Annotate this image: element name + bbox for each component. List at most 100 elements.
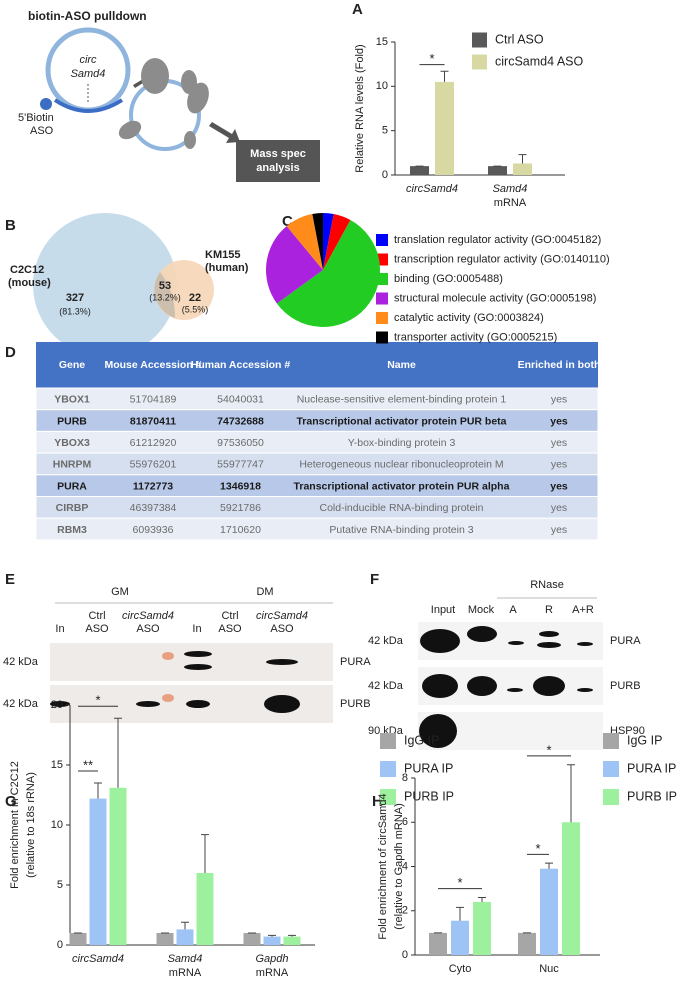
schematic-title: biotin-ASO pulldown: [28, 9, 147, 23]
legend-label: circSamd4 ASO: [495, 54, 584, 68]
blot-band: [186, 700, 210, 708]
bar: [435, 81, 454, 175]
bar: [451, 920, 469, 955]
x-tick-label: circSamd4: [72, 953, 124, 965]
error-bar: [456, 906, 464, 921]
y-tick-label: 5: [382, 125, 388, 137]
table-cell: Y-box-binding protein 3: [348, 437, 456, 449]
table-cell: 1346918: [220, 480, 261, 492]
y-tick-label: 0: [382, 169, 388, 181]
table-cell: RBM3: [57, 524, 87, 536]
error-bar: [545, 862, 553, 869]
venn-count: 53: [159, 280, 171, 292]
blot-band: [467, 676, 497, 696]
table-header: Human Accession #: [191, 359, 291, 371]
blot-group: GM: [111, 586, 129, 598]
table-cell: YBOX1: [54, 394, 90, 406]
panel-label: E: [5, 571, 15, 588]
error-bar: [114, 717, 122, 788]
lane-label: Ctrl: [88, 610, 105, 622]
marker-label: 42 kDa: [368, 635, 404, 647]
sig-label: *: [457, 875, 462, 890]
lane-label: Ctrl: [221, 610, 238, 622]
bar: [176, 929, 194, 945]
biotin: [40, 98, 52, 110]
legend-label: structural molecule activity (GO:0005198…: [394, 292, 596, 304]
pie-slice: [323, 214, 351, 270]
marker-label: 42 kDa: [368, 680, 404, 692]
table-cell: 51704189: [130, 394, 177, 406]
panel-label: G: [5, 793, 17, 810]
error-bar: [440, 70, 449, 82]
y-tick-label: 0: [57, 939, 63, 951]
sig-label: *: [429, 51, 434, 66]
legend-label: IgG IP: [404, 733, 439, 747]
blot-group: DM: [256, 586, 273, 598]
legend-label: IgG IP: [627, 733, 662, 747]
pie-slice: [286, 214, 323, 270]
table-row-bg: [35, 517, 599, 541]
table-cell: Cold-inducible RNA-binding protein: [319, 502, 483, 514]
bar: [513, 163, 532, 175]
bar: [540, 868, 558, 955]
legend-label: binding (GO:0005488): [394, 273, 503, 285]
error-bar: [567, 764, 575, 823]
aso-probe: [53, 98, 124, 113]
table-cell: 81870411: [130, 415, 176, 427]
ms-label: Mass spec: [250, 148, 306, 160]
table-cell: yes: [551, 394, 567, 406]
venn-overlap: [154, 272, 176, 318]
table-cell: 5921786: [220, 502, 261, 514]
table-cell: 97536050: [217, 437, 264, 449]
legend-label: PURB IP: [404, 789, 454, 803]
legend-swatch: [376, 312, 388, 324]
lane-label: ASO: [136, 623, 160, 635]
blot-band: [422, 674, 458, 698]
legend-swatch: [472, 54, 487, 70]
blot-band: [577, 642, 593, 646]
legend-swatch: [380, 789, 396, 805]
pie-slice: [265, 226, 323, 304]
y-tick-label: 2: [402, 905, 408, 917]
legend-label: transcription regulator activity (GO:014…: [394, 253, 610, 265]
x-tick-label: mRNA: [494, 197, 527, 209]
bar: [243, 933, 261, 945]
bar: [69, 933, 87, 945]
circle-label: circ: [79, 54, 97, 66]
table-cell: yes: [551, 459, 567, 471]
table-header-bg: [36, 342, 598, 388]
circle-label: Samd4: [71, 68, 106, 80]
venn-percent: (81.3%): [59, 306, 91, 316]
bar: [283, 936, 301, 945]
lane-label: R: [545, 604, 553, 616]
blot-band: [539, 631, 559, 637]
legend-swatch: [603, 761, 619, 777]
legend-swatch: [376, 331, 388, 344]
lane-label: In: [55, 623, 64, 635]
table-cell: Putative RNA-binding protein 3: [329, 524, 473, 536]
panel-label: H: [372, 793, 383, 810]
venn-count: 22: [189, 292, 201, 304]
table-cell: yes: [551, 524, 567, 536]
error-bar: [201, 834, 209, 873]
marker-label: 42 kDa: [3, 698, 39, 710]
table-cell: 1710620: [220, 524, 261, 536]
venn-percent: (5.5%): [182, 304, 209, 314]
table-cell: CIRBP: [56, 502, 89, 514]
y-axis-title: Fold enrichment in C2C12: [9, 761, 21, 889]
legend-label: translation regulator activity (GO:00451…: [394, 234, 601, 246]
bar: [473, 901, 491, 955]
bar: [429, 932, 447, 955]
bar: [410, 166, 429, 175]
protein: [181, 70, 197, 94]
blot-band: [264, 695, 300, 713]
legend-label: PURA IP: [404, 761, 453, 775]
blot-band: [420, 629, 460, 653]
table-cell: yes: [550, 415, 568, 427]
x-tick-label: mRNA: [169, 967, 202, 979]
y-tick-label: 6: [402, 816, 408, 828]
bar: [109, 787, 127, 945]
protein-label: PURA: [340, 656, 371, 668]
legend-swatch: [603, 789, 619, 805]
lane-label: A: [509, 604, 517, 616]
